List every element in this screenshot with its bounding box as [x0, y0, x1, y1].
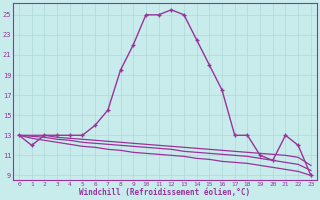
- X-axis label: Windchill (Refroidissement éolien,°C): Windchill (Refroidissement éolien,°C): [79, 188, 251, 197]
